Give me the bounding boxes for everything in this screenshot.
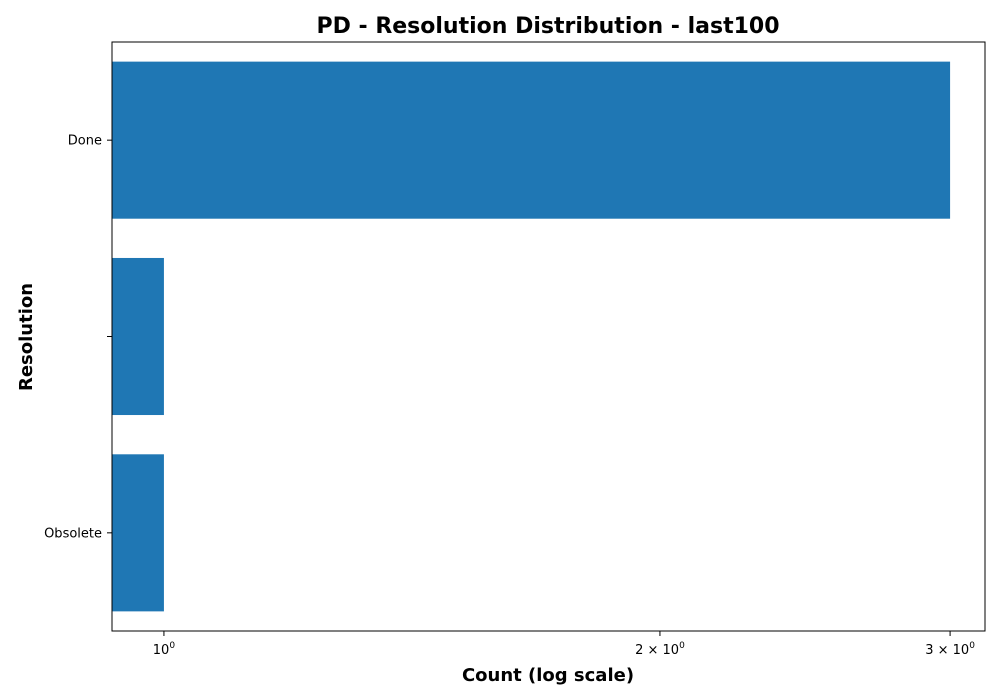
- chart-title: PD - Resolution Distribution - last100: [316, 14, 779, 39]
- x-axis-label: Count (log scale): [462, 665, 634, 686]
- x-tick-exponent: 0: [169, 641, 175, 651]
- bar: [112, 257, 164, 416]
- x-tick-exponent: 0: [679, 641, 685, 651]
- y-axis-ticks: Done Obsolete: [44, 134, 112, 541]
- x-tick-base: 10: [663, 643, 680, 658]
- x-tick-base: 10: [153, 643, 170, 658]
- x-tick-base: 10: [953, 643, 970, 658]
- y-tick-label: Done: [68, 134, 102, 149]
- bars-group: [112, 61, 951, 612]
- bar: [112, 454, 164, 612]
- y-tick-label: Obsolete: [44, 526, 102, 541]
- x-tick-label: 2 × 100: [635, 641, 685, 658]
- x-tick-label: 3 × 100: [925, 641, 975, 658]
- x-tick-label: 100: [153, 641, 176, 658]
- x-tick-coefficient: 3 ×: [925, 643, 952, 658]
- x-tick-coefficient: 2 ×: [635, 643, 662, 658]
- x-axis-ticks: 100 2 × 100 3 × 100: [153, 631, 975, 658]
- bar: [112, 61, 951, 219]
- y-axis-label: Resolution: [16, 283, 37, 391]
- x-tick-exponent: 0: [969, 641, 975, 651]
